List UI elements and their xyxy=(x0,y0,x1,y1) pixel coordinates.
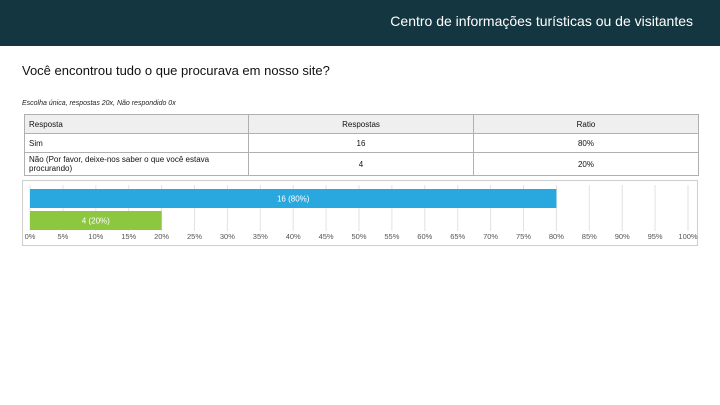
ratio-cell: 80% xyxy=(473,133,699,153)
table-row: Não (Por favor, deixe-nos saber o que vo… xyxy=(24,152,699,176)
x-tick-label: 70% xyxy=(483,232,498,241)
table-row: Sim 16 80% xyxy=(24,133,699,153)
column-header-respostas: Respostas xyxy=(248,114,474,134)
x-tick-label: 40% xyxy=(286,232,301,241)
x-tick-label: 55% xyxy=(384,232,399,241)
bar-chart: 0% 5% 10% 15% 20% 25% 30% 35% 40% 45% 50% 55% 60% 65%… xyxy=(22,180,698,246)
page-title: Centro de informações turísticas ou de v… xyxy=(390,13,693,29)
x-tick-label: 60% xyxy=(417,232,432,241)
x-tick-label: 5% xyxy=(57,232,68,241)
bar-chart-svg: 0% 5% 10% 15% 20% 25% 30% 35% 40% 45% 50% 55% 60% 65%… xyxy=(25,185,698,241)
x-tick-label: 95% xyxy=(648,232,663,241)
table-header-row: Resposta Respostas Ratio xyxy=(24,114,699,134)
question-title: Você encontrou tudo o que procurava em n… xyxy=(22,63,330,78)
answer-cell: Sim xyxy=(24,133,249,153)
x-tick-label: 100% xyxy=(678,232,698,241)
answer-cell: Não (Por favor, deixe-nos saber o que vo… xyxy=(24,152,249,176)
header-bar: Centro de informações turísticas ou de v… xyxy=(0,0,720,46)
x-tick-label: 65% xyxy=(450,232,465,241)
x-tick-label: 15% xyxy=(121,232,136,241)
x-tick-label: 45% xyxy=(319,232,334,241)
x-tick-label: 25% xyxy=(187,232,202,241)
x-tick-label: 85% xyxy=(582,232,597,241)
x-tick-label: 35% xyxy=(253,232,268,241)
bar xyxy=(30,189,557,208)
x-tick-label: 80% xyxy=(549,232,564,241)
x-tick-label: 75% xyxy=(516,232,531,241)
bar-data-label: 4 (20%) xyxy=(82,217,110,226)
column-header-ratio: Ratio xyxy=(473,114,699,134)
x-tick-label: 0% xyxy=(25,232,36,241)
bar-data-label: 16 (80%) xyxy=(277,195,310,204)
bar xyxy=(30,211,162,230)
x-tick-label: 50% xyxy=(351,232,366,241)
x-tick-label: 90% xyxy=(615,232,630,241)
results-table: Resposta Respostas Ratio Sim 16 80% Não … xyxy=(24,114,699,176)
ratio-cell: 20% xyxy=(473,152,699,176)
column-header-resposta: Resposta xyxy=(24,114,249,134)
x-tick-label: 30% xyxy=(220,232,235,241)
count-cell: 16 xyxy=(248,133,474,153)
count-cell: 4 xyxy=(248,152,474,176)
response-summary: Escolha única, respostas 20x, Não respon… xyxy=(22,100,176,107)
x-tick-label: 20% xyxy=(154,232,169,241)
x-tick-label: 10% xyxy=(88,232,103,241)
